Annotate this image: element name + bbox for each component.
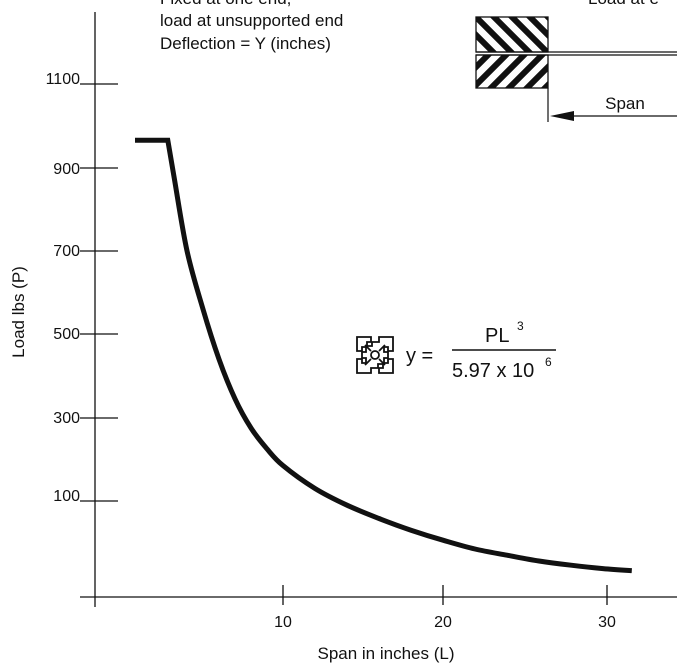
x-ticks — [282, 585, 608, 605]
note-line: Fixed at one end, — [160, 0, 291, 8]
y-tick-label: 500 — [53, 326, 80, 343]
formula-numerator-exponent: 3 — [517, 319, 524, 333]
y-tick-label: 300 — [53, 410, 80, 427]
x-tick-label: 10 — [274, 614, 292, 631]
y-tick-label: 700 — [53, 243, 80, 260]
formula-denominator-exponent: 6 — [545, 355, 552, 369]
formula-numerator: PL — [485, 325, 509, 347]
x-tick-label: 20 — [434, 614, 452, 631]
formula-lhs: y = — [406, 345, 433, 367]
formula-denominator: 5.97 x 10 — [452, 360, 534, 382]
y-tick-label: 900 — [53, 161, 80, 178]
x-tick-label: 30 — [598, 614, 616, 631]
load-span-curve — [135, 137, 632, 574]
y-tick-labels: 1100 900 700 500 300 100 — [46, 71, 81, 505]
span-label: Span — [605, 94, 645, 113]
y-ticks — [80, 83, 118, 502]
beam-diagram: Span Load at e — [475, 0, 677, 122]
span-arrow-left — [550, 111, 574, 121]
y-axis-title: Load lbs (P) — [9, 266, 28, 358]
note-line: load at unsupported end — [160, 11, 343, 30]
x-axis-title: Span in inches (L) — [317, 644, 454, 663]
t-slot-profile-icon — [356, 336, 394, 374]
load-case-note: Fixed at one end, load at unsupported en… — [160, 0, 343, 53]
y-tick-label: 1100 — [46, 71, 81, 88]
top-right-text: Load at e — [588, 0, 659, 8]
deflection-formula: y = PL 3 5.97 x 10 6 — [406, 319, 556, 382]
note-line: Deflection = Y (inches) — [160, 34, 331, 53]
y-tick-label: 100 — [53, 488, 80, 505]
x-tick-labels: 10 20 30 — [274, 614, 616, 631]
